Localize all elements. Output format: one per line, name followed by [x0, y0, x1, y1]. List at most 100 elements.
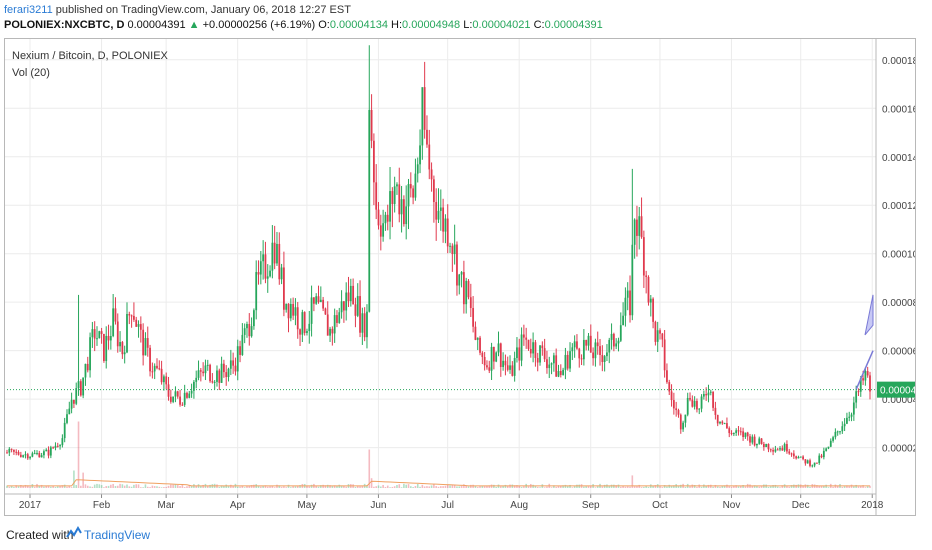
volume-bar — [174, 484, 177, 488]
volume-bar — [707, 484, 710, 488]
x-tick-label: Aug — [510, 500, 528, 511]
candle-body — [539, 345, 541, 363]
volume-bar — [539, 487, 541, 488]
candle-body — [712, 391, 714, 408]
volume-bar — [640, 487, 643, 488]
candle-body — [608, 339, 611, 353]
volume-bar — [737, 486, 740, 488]
candle-body — [29, 456, 31, 459]
volume-bar — [670, 486, 673, 488]
author-link[interactable]: ferari3211 — [4, 4, 53, 16]
candle-body — [45, 449, 48, 452]
x-tick-label: Sep — [582, 500, 600, 511]
candle-body — [578, 348, 581, 359]
volume-bar — [587, 486, 590, 488]
candle-body — [287, 303, 290, 319]
volume-bar — [61, 485, 64, 488]
volume-bar — [855, 484, 857, 488]
volume-bar — [170, 484, 172, 488]
candle-body — [822, 450, 825, 458]
volume-bar — [518, 485, 521, 488]
volume-bar — [386, 485, 389, 488]
candle-body — [239, 346, 241, 355]
candle-body — [317, 296, 320, 303]
candle-body — [112, 308, 115, 337]
candle-body — [848, 416, 851, 418]
volume-bar — [121, 484, 124, 488]
volume-bar — [827, 487, 830, 488]
candle-body — [859, 378, 862, 392]
tradingview-brand-link[interactable]: TradingView — [84, 528, 151, 542]
candle-body — [451, 245, 454, 255]
volume-bar — [474, 485, 477, 488]
volume-bar — [47, 485, 50, 488]
volume-bar — [654, 485, 657, 488]
candle-body — [603, 356, 606, 362]
candle-body — [486, 365, 488, 368]
volume-bar — [391, 486, 394, 488]
candle-body — [626, 290, 629, 298]
candle-body — [93, 329, 96, 339]
volume-bar — [96, 483, 98, 488]
volume-bar — [209, 484, 211, 488]
candle-body — [772, 450, 774, 452]
candle-body — [582, 339, 585, 360]
volume-bar — [760, 485, 763, 488]
volume-bar — [728, 486, 731, 488]
candle-body — [642, 237, 645, 276]
candle-body — [407, 184, 410, 207]
candle-body — [654, 321, 657, 342]
candle-body — [809, 460, 811, 466]
low-label: L: — [463, 19, 473, 31]
y-tick-label: 0.00004000 — [882, 395, 916, 406]
volume-bar — [647, 487, 650, 488]
volume-bar — [733, 485, 735, 488]
price-chart[interactable]: 0.00018000 0.00016000 0.00014000 0.00012000… — [4, 38, 916, 516]
ohlc-line: POLONIEX:NXCBTC, D 0.00004391 ▲ +0.00000… — [4, 19, 603, 31]
volume-bar — [89, 486, 91, 488]
candle-body — [689, 397, 691, 400]
candle-body — [188, 393, 191, 398]
candle-body — [726, 423, 728, 429]
volume-bar — [361, 486, 364, 488]
volume-bar — [206, 485, 209, 488]
candle-body — [571, 347, 574, 352]
candle-body — [179, 396, 181, 405]
candle-body — [862, 378, 864, 381]
candle-body — [495, 352, 498, 362]
created-with-text: Created with — [6, 528, 74, 542]
y-tick-label: 0.00018000 — [882, 56, 916, 67]
volume-bar — [571, 487, 574, 488]
tradingview-logo-icon[interactable] — [66, 526, 82, 540]
volume-bar — [317, 486, 320, 488]
candle-body — [691, 399, 694, 407]
volume-bar — [442, 486, 444, 488]
candle-body — [779, 448, 781, 450]
candle-body — [682, 422, 684, 430]
candle-body — [49, 447, 52, 456]
candle-body — [617, 340, 620, 344]
candle-body — [292, 303, 295, 316]
volume-bar — [151, 485, 154, 488]
candle-body — [437, 210, 440, 220]
candle-body — [234, 365, 237, 372]
candle-body — [550, 363, 553, 365]
volume-bar — [460, 485, 463, 488]
volume-bar — [296, 485, 299, 488]
candle-body — [338, 312, 341, 323]
candle-body — [43, 451, 45, 456]
candle-body — [663, 339, 666, 371]
x-tick-label: Mar — [158, 500, 176, 511]
candle-body — [352, 285, 355, 305]
volume-bar — [823, 485, 825, 488]
volume-bar — [449, 485, 451, 488]
volume-bar — [636, 486, 638, 488]
volume-bar — [112, 483, 114, 488]
volume-bar — [772, 485, 774, 488]
volume-bar — [220, 485, 223, 488]
volume-bar — [638, 484, 641, 488]
volume-bar — [853, 486, 855, 488]
volume-bar — [66, 486, 68, 488]
volume-bar — [596, 486, 599, 488]
x-tick-label: 2018 — [861, 500, 884, 511]
